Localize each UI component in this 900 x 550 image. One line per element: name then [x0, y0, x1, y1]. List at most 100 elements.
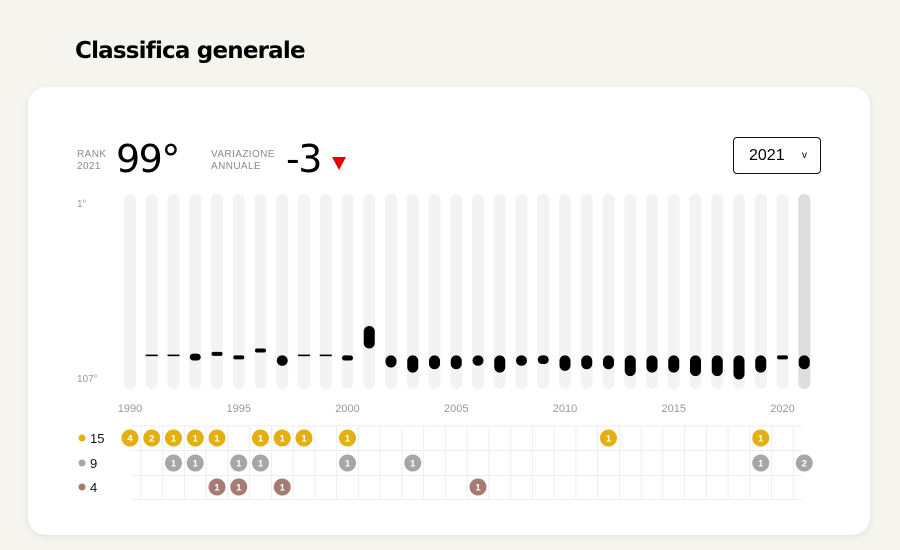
year-track [776, 194, 789, 389]
medal-count: 1 [171, 459, 177, 470]
x-tick-label: 2015 [662, 403, 686, 415]
medal-badge [208, 478, 226, 496]
x-tick-label: 1990 [118, 403, 142, 415]
medal-count: 1 [345, 434, 351, 445]
rank-mark [255, 348, 266, 353]
medal-badge [186, 429, 204, 447]
year-track [754, 194, 767, 389]
rank-mark [472, 355, 484, 366]
medal-count: 1 [606, 434, 612, 445]
x-tick-label: 2010 [553, 403, 577, 415]
year-track [189, 194, 202, 389]
down-arrow-icon [332, 157, 346, 170]
medal-count: 4 [127, 434, 133, 445]
rank-value: 99° [116, 137, 180, 181]
year-select[interactable]: 2021 v [733, 137, 821, 174]
year-track [145, 194, 158, 389]
y-tick-label-bottom: 107° [77, 374, 98, 385]
medal-badge [121, 429, 139, 447]
medal-count: 1 [258, 459, 264, 470]
medal-legend-dot [78, 483, 86, 491]
medal-count: 1 [301, 434, 307, 445]
rank-mark [363, 326, 375, 349]
rank-mark [211, 351, 223, 356]
x-tick-label: 2000 [335, 403, 359, 415]
year-track [559, 194, 571, 389]
medal-badge [252, 429, 269, 447]
rank-label-line2: 2021 [77, 161, 101, 172]
rank-mark [711, 355, 723, 377]
medal-legend-dot [78, 434, 86, 442]
rank-mark [798, 355, 810, 370]
rank-mark [646, 355, 658, 373]
variation-label-line1: VARIAZIONE [211, 149, 275, 160]
year-track [319, 194, 332, 389]
medal-badge [752, 429, 770, 447]
medal-total: 15 [90, 431, 104, 446]
medal-badge [273, 429, 291, 447]
rank-mark [581, 355, 593, 370]
rank-mark [494, 355, 506, 373]
medal-count: 1 [758, 434, 764, 445]
medal-count: 1 [345, 459, 351, 470]
rank-mark [276, 355, 288, 366]
year-track [733, 194, 745, 389]
medal-count: 1 [475, 483, 481, 494]
year-track [385, 194, 397, 389]
medal-count: 1 [236, 483, 242, 494]
medal-badge [165, 429, 182, 447]
year-track [167, 194, 180, 389]
year-select-value: 2021 [749, 147, 785, 164]
year-track [689, 194, 702, 389]
x-tick-label: 2020 [770, 403, 794, 415]
x-tick-label: 2005 [444, 403, 468, 415]
year-track [211, 194, 223, 389]
medal-badge [230, 454, 248, 472]
medal-badge [404, 454, 422, 472]
medal-count: 1 [193, 459, 199, 470]
medal-count: 1 [280, 483, 286, 494]
rank-mark [733, 355, 745, 380]
variation-label-line2: ANNUALE [211, 161, 262, 172]
year-track [493, 194, 506, 389]
rank-mark [385, 355, 397, 368]
year-track [580, 194, 593, 389]
medal-count: 1 [193, 434, 199, 445]
variation-value: -3 [286, 137, 322, 181]
year-track [428, 194, 441, 389]
medal-badge [339, 454, 356, 472]
rank-mark [407, 355, 419, 373]
chevron-down-icon: v [802, 150, 807, 161]
rank-mark [777, 355, 788, 360]
medal-badge [252, 454, 269, 472]
rank-mark [559, 355, 571, 371]
rank-mark [516, 355, 527, 366]
medal-badge [230, 478, 248, 496]
year-track [472, 194, 484, 389]
medal-badge [208, 429, 226, 447]
rank-label-line1: RANK [77, 149, 107, 160]
year-track [515, 194, 528, 389]
variation-label: VARIAZIONE ANNUALE [211, 149, 275, 173]
medal-count: 2 [802, 459, 807, 470]
year-track [124, 194, 136, 389]
rank-mark [233, 355, 245, 360]
rank-mark [624, 355, 636, 377]
rank-mark [755, 355, 767, 373]
medal-total: 9 [90, 456, 97, 471]
medal-total: 4 [90, 480, 97, 495]
year-track [254, 194, 267, 389]
medal-count: 1 [214, 483, 220, 494]
rank-mark [690, 355, 701, 377]
year-track [624, 194, 637, 389]
medal-badge [795, 454, 813, 472]
year-track [363, 194, 376, 389]
rank-mark [603, 355, 614, 370]
y-tick-label-top: 1° [77, 199, 87, 210]
year-track [341, 194, 354, 389]
medal-count: 1 [258, 434, 264, 445]
medal-count: 1 [410, 459, 416, 470]
rank-mark [668, 355, 680, 373]
medal-badge [143, 429, 161, 447]
